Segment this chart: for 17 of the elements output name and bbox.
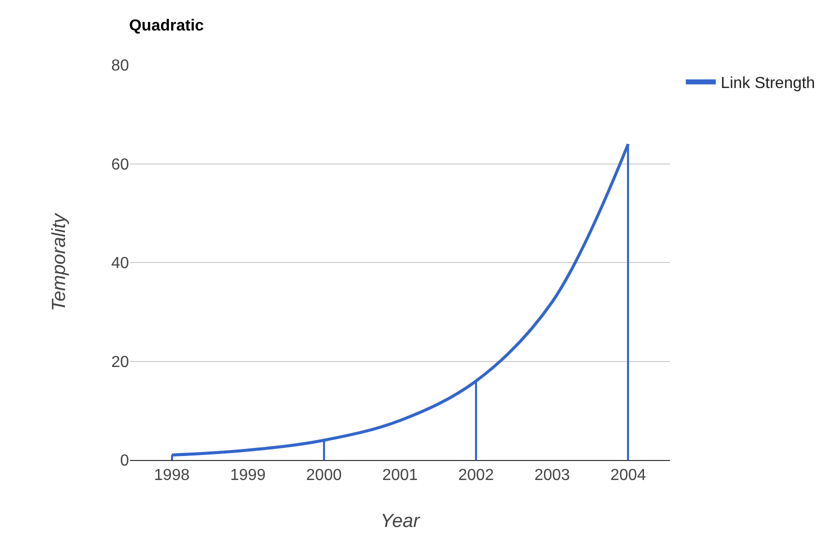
x-tick-label: 2003 [534,467,570,484]
y-tick-label: 0 [120,452,130,470]
x-tick-label: 2000 [306,467,342,484]
line-series [170,142,630,457]
x-tick-label: 2001 [382,467,418,484]
x-tick-label: 1998 [154,467,190,484]
y-tick-label: 20 [111,354,130,371]
x-axis-title: Year [380,511,420,532]
chart-title: Quadratic [129,18,204,35]
y-tick-label: 60 [111,156,130,174]
y-tick-label: 80 [111,58,130,75]
y-tick-label: 40 [111,255,130,272]
x-tick-label: 2004 [610,467,646,484]
y-axis-title: Temporality [49,212,70,312]
legend-label: Link Strength [720,75,816,92]
x-tick-label: 2002 [458,467,494,484]
x-tick-label: 1999 [230,467,266,484]
